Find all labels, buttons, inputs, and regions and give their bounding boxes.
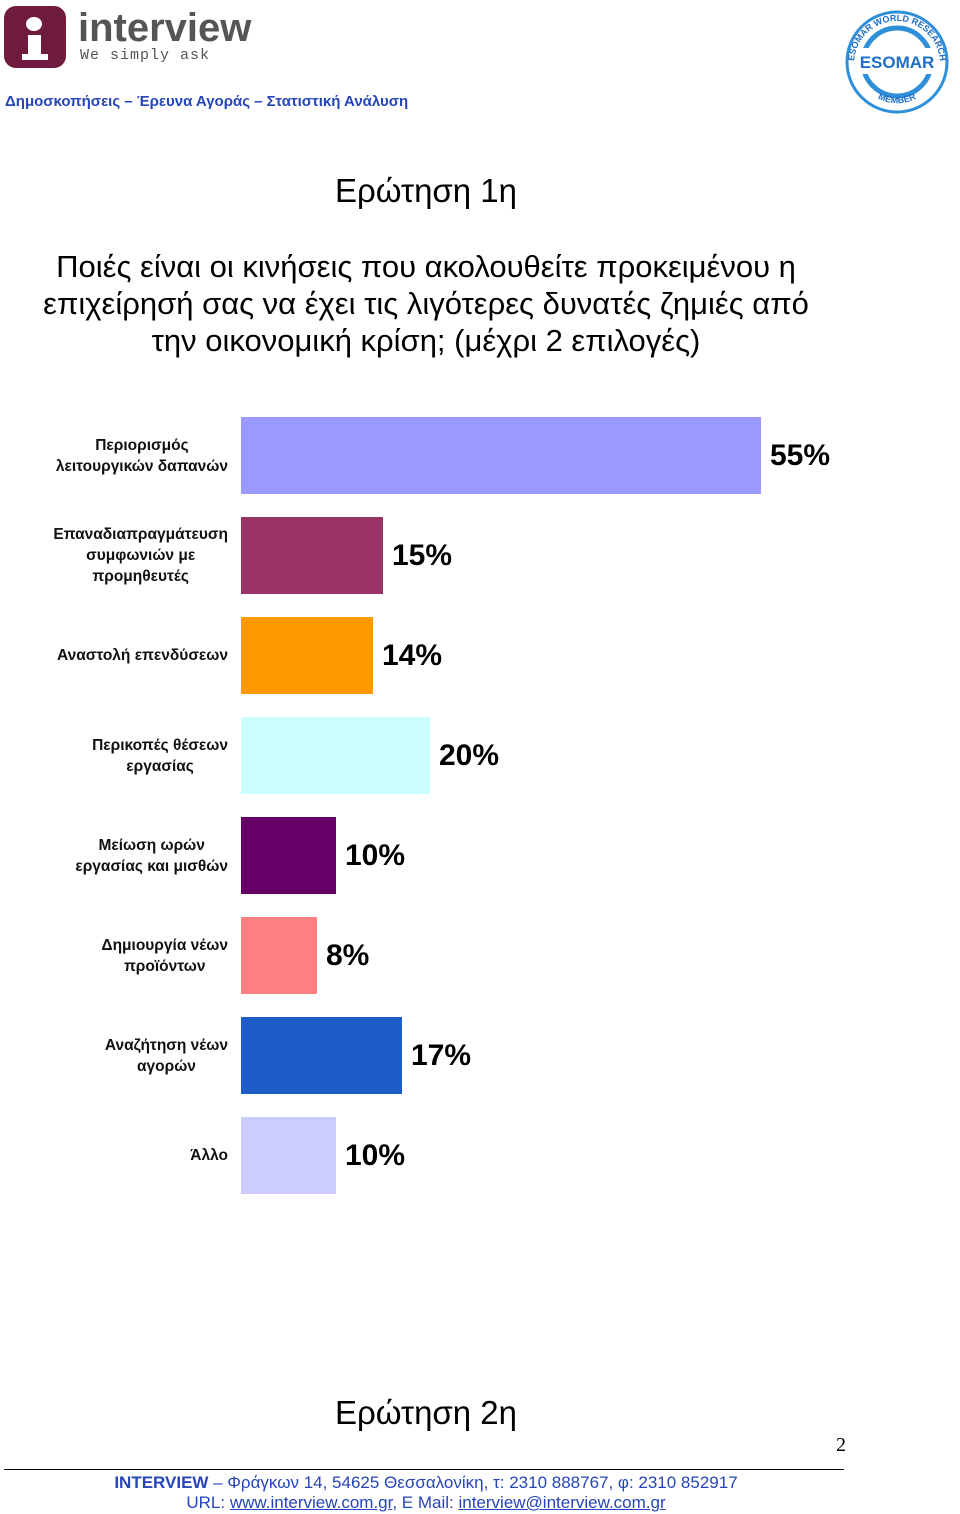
category-label-line: λειτουργικών δαπανών xyxy=(55,457,228,475)
category-label-line: Περικοπές θέσεων xyxy=(92,736,228,754)
question-1-line: επιχείρησή σας να έχει τις λιγότερες δυν… xyxy=(43,286,809,321)
bar xyxy=(241,417,761,494)
category-label-line: αγορών xyxy=(136,1057,196,1075)
category-label-line: Επαναδιαπραγμάτευση xyxy=(53,526,228,543)
footer-url-label: URL: xyxy=(186,1493,230,1512)
bar xyxy=(241,917,317,994)
esomar-ring-bottom: MEMBER xyxy=(877,91,918,105)
category-label: Περιορισμός λειτουργικών δαπανών xyxy=(56,417,228,494)
question-1-line: την οικονομική κρίση; (μέχρι 2 επιλογές) xyxy=(151,323,701,358)
value-label: 55% xyxy=(770,439,831,472)
bar xyxy=(241,517,383,594)
value-label: 8% xyxy=(326,939,370,972)
esomar-text: ESOMAR xyxy=(860,53,935,72)
value-label: 15% xyxy=(392,539,453,572)
footer-divider xyxy=(4,1469,844,1470)
question-1-text: Ποιές είναι οι κινήσεις που ακολουθείτε … xyxy=(0,248,852,359)
bar xyxy=(241,617,373,694)
category-label: Περικοπές θέσεων εργασίας xyxy=(92,717,228,794)
category-label-line: προϊόντων xyxy=(123,957,206,975)
interview-logo-icon xyxy=(4,6,66,68)
category-label-line: Άλλο xyxy=(190,1147,228,1164)
brand-tagline: We simply ask xyxy=(80,47,211,64)
category-label-line: Μείωση ωρών xyxy=(98,836,205,854)
footer-url-link[interactable]: www.interview.com.gr xyxy=(229,1493,393,1512)
category-label: Δημιουργία νέων προϊόντων xyxy=(101,917,228,994)
value-label: 20% xyxy=(439,739,500,772)
footer-address: INTERVIEW – Φράγκων 14, 54625 Θεσσαλονίκ… xyxy=(0,1473,852,1493)
category-label: Επαναδιαπραγμάτευση συμφωνιών με προμηθευτ… xyxy=(53,517,228,594)
category-label: Αναζήτηση νέων αγορών xyxy=(105,1017,228,1094)
esomar-member-logo: ESOMAR ESOMAR WORLD RESEARCH MEMBER xyxy=(845,10,949,114)
value-label: 10% xyxy=(345,1139,406,1172)
bar xyxy=(241,1017,402,1094)
svg-text:MEMBER: MEMBER xyxy=(877,91,918,105)
footer-address-text: – Φράγκων 14, 54625 Θεσσαλονίκη, τ: 2310… xyxy=(208,1473,738,1492)
value-label: 14% xyxy=(382,639,443,672)
header-subtitle: Δημοσκοπήσεις – Έρευνα Αγοράς – Στατιστι… xyxy=(5,93,409,110)
category-label: Αναστολή επενδύσεων xyxy=(57,617,228,694)
footer-company: INTERVIEW xyxy=(114,1473,209,1492)
value-label: 10% xyxy=(345,839,406,872)
bar xyxy=(241,1117,336,1194)
category-label-line: Δημιουργία νέων xyxy=(101,936,228,954)
value-label: 17% xyxy=(411,1039,472,1072)
question-1-title: Ερώτηση 1η xyxy=(334,172,518,209)
category-label-line: εργασίας και μισθών xyxy=(75,857,228,875)
bar xyxy=(241,817,336,894)
category-label-line: συμφωνιών με xyxy=(86,547,196,564)
footer-email-label: , E Mail: xyxy=(392,1493,459,1512)
bar xyxy=(241,717,430,794)
category-label: Άλλο xyxy=(190,1117,228,1194)
category-label-line: Αναζήτηση νέων xyxy=(104,1036,228,1054)
category-label: Μείωση ωρών εργασίας και μισθών xyxy=(75,817,228,894)
brand-name: interview xyxy=(78,6,252,50)
category-label-line: προμηθευτές xyxy=(92,568,189,585)
question-2-title: Ερώτηση 2η xyxy=(334,1394,518,1431)
category-label-line: εργασίας xyxy=(126,757,194,775)
page-number: 2 xyxy=(836,1434,846,1456)
question-1-line: Ποιές είναι οι κινήσεις που ακολουθείτε … xyxy=(56,249,796,284)
footer-email-link[interactable]: interview@interview.com.gr xyxy=(458,1493,666,1512)
category-label-line: Αναστολή επενδύσεων xyxy=(56,647,228,664)
footer-contact: URL: www.interview.com.gr, E Mail: inter… xyxy=(0,1493,852,1513)
category-label-line: Περιορισμός xyxy=(95,436,189,454)
